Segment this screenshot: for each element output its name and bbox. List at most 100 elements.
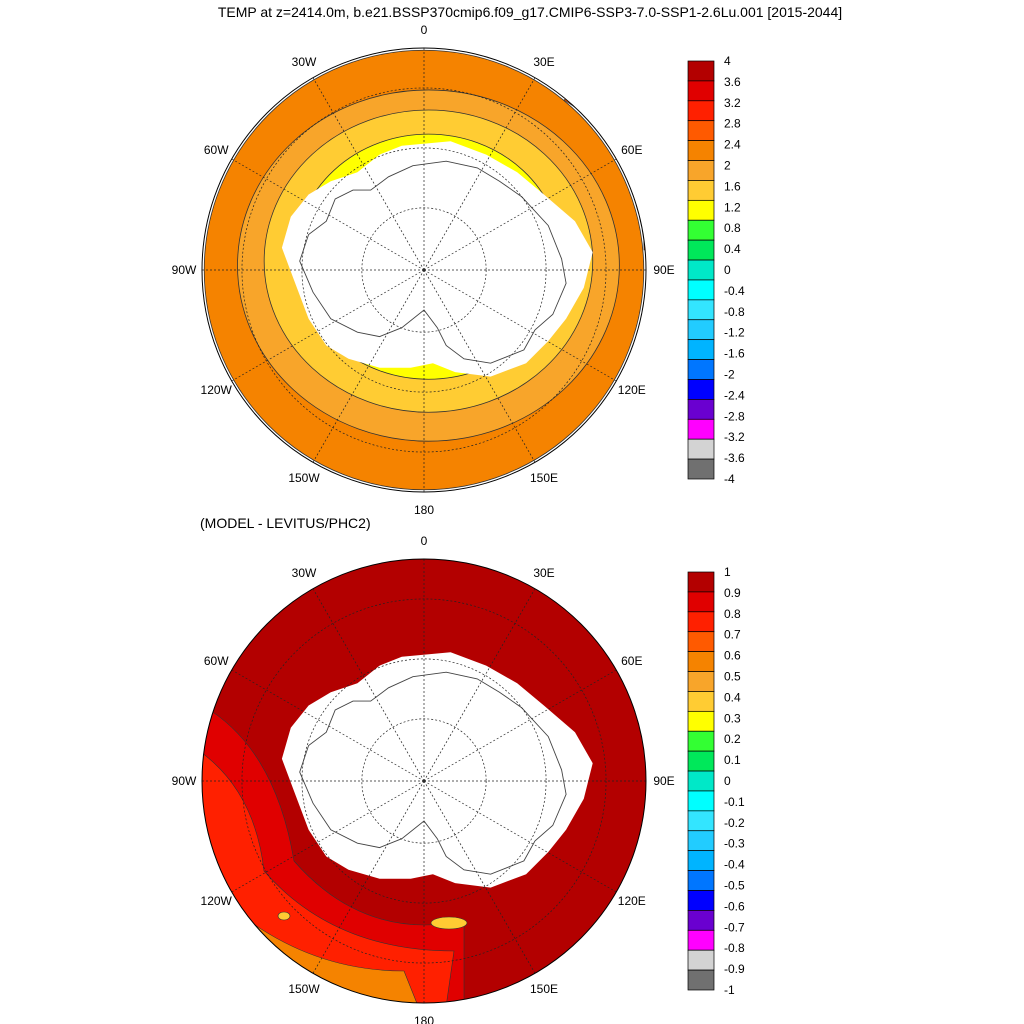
colorbar-swatch xyxy=(687,259,715,281)
colorbar-swatch xyxy=(687,299,715,321)
colorbar-tick-label: 0.8 xyxy=(724,607,741,621)
lon-label: 30E xyxy=(533,55,554,69)
colorbar-swatch xyxy=(687,219,715,241)
lon-label: 150W xyxy=(288,471,320,485)
colorbar-swatch xyxy=(687,279,715,301)
colorbar-swatch xyxy=(687,830,715,852)
colorbar-tick-label: -0.8 xyxy=(724,305,745,319)
ocean-field xyxy=(202,559,646,1003)
colorbar-swatch xyxy=(687,458,715,480)
colorbar-swatch xyxy=(687,591,715,613)
colorbar-swatch xyxy=(687,770,715,792)
colorbar-tick-label: 0.4 xyxy=(724,690,741,704)
colorbar-swatch xyxy=(687,850,715,871)
lon-label: 90E xyxy=(653,263,674,277)
colorbar-tick-label: 0.5 xyxy=(724,670,741,684)
colorbar-tick-label: -0.3 xyxy=(724,837,745,851)
colorbar-swatch xyxy=(687,399,715,420)
lon-label: 0 xyxy=(421,23,428,37)
colorbar-swatch xyxy=(687,671,715,692)
colorbar-swatch xyxy=(687,890,715,911)
graticule xyxy=(202,559,646,1003)
colorbar-tick-label: 3.2 xyxy=(724,96,741,110)
colorbar-swatch xyxy=(687,790,715,812)
colorbar-tick-label: 0.9 xyxy=(724,586,741,600)
colorbar-swatch xyxy=(687,750,715,772)
lon-label: 90W xyxy=(172,263,197,277)
lon-label: 120W xyxy=(201,383,233,397)
lon-label: 30E xyxy=(533,566,554,580)
antarctica-coastline xyxy=(299,671,567,875)
colorbar-tick-label: 0.1 xyxy=(724,753,741,767)
graticule xyxy=(202,48,646,492)
colorbar-tick-label: -2 xyxy=(724,368,735,382)
lon-label: 120W xyxy=(201,894,233,908)
colorbar-tick-label: -3.6 xyxy=(724,451,745,465)
colorbar-tick-label: 0 xyxy=(724,774,731,788)
colorbar-tick-label: -1.2 xyxy=(724,326,745,340)
colorbar-tick-label: 3.6 xyxy=(724,75,741,89)
lon-label: 120E xyxy=(618,894,646,908)
panel-2-colorbar: 1 0.9 0.8 0.7 0.6 0.5 0.4 0.3 0.2 0.1 0 -0.1 -0.2 -0.… xyxy=(687,565,745,997)
lon-label: 30W xyxy=(292,55,317,69)
colorbar-swatch xyxy=(687,631,715,652)
colorbar-tick-label: -0.4 xyxy=(724,858,745,872)
colorbar-tick-label: 0.8 xyxy=(724,221,741,235)
colorbar-tick-label: 1 xyxy=(724,565,731,579)
colorbar-tick-label: -0.1 xyxy=(724,795,745,809)
lon-label: 60E xyxy=(621,143,642,157)
contour-band xyxy=(430,916,468,930)
lon-label: 0 xyxy=(421,534,428,548)
colorbar-swatch xyxy=(687,611,715,633)
colorbar-tick-label: -1.6 xyxy=(724,347,745,361)
lon-label: 180 xyxy=(414,503,434,517)
colorbar-tick-label: -0.2 xyxy=(724,816,745,830)
colorbar-swatch xyxy=(687,319,715,341)
colorbar-tick-label: 0.6 xyxy=(724,649,741,663)
lon-label: 30W xyxy=(292,566,317,580)
antarctica-coastline xyxy=(299,160,567,364)
colorbar-tick-label: -0.9 xyxy=(724,962,745,976)
colorbar-tick-label: 2.4 xyxy=(724,138,741,152)
colorbar-swatch xyxy=(687,870,715,891)
colorbar-swatch xyxy=(687,710,715,732)
lon-label: 60E xyxy=(621,654,642,668)
colorbar-swatch xyxy=(687,180,715,201)
colorbar-tick-label: -0.5 xyxy=(724,879,745,893)
colorbar-tick-label: -0.8 xyxy=(724,941,745,955)
colorbar-swatch xyxy=(687,160,715,181)
panel-1-map: 0 30E 60E 90E 120E 150E 180 150W 120W 90W 60W 30W xyxy=(172,23,675,517)
colorbar-swatch xyxy=(687,60,715,82)
colorbar-tick-label: 0.7 xyxy=(724,628,741,642)
colorbar-swatch xyxy=(687,929,715,951)
colorbar-swatch xyxy=(687,100,715,122)
colorbar-swatch xyxy=(687,120,715,141)
colorbar-tick-label: -2.4 xyxy=(724,388,745,402)
colorbar-tick-label: -1 xyxy=(724,983,735,997)
colorbar-swatch xyxy=(687,418,715,440)
colorbar-swatch xyxy=(687,969,715,991)
lon-label: 180 xyxy=(414,1014,434,1024)
map-border xyxy=(201,558,647,1004)
lon-label: 60W xyxy=(204,143,229,157)
colorbar-tick-label: 0 xyxy=(724,263,731,277)
colorbar-tick-label: -4 xyxy=(724,472,735,486)
lon-label: 150E xyxy=(530,471,558,485)
colorbar-swatch xyxy=(687,359,715,380)
colorbar-tick-label: -2.8 xyxy=(724,409,745,423)
panel-2-map: 0 30E 60E 90E 120E 150E 180 150W 120W 90W 60W 30W xyxy=(172,534,675,1024)
lon-label: 120E xyxy=(618,383,646,397)
figure-title: TEMP at z=2414.0m, b.e21.BSSP370cmip6.f0… xyxy=(218,4,842,20)
colorbar-tick-label: 0.2 xyxy=(724,732,741,746)
colorbar-tick-label: 0.3 xyxy=(724,711,741,725)
map-border xyxy=(201,47,647,493)
colorbar-swatch xyxy=(687,810,715,832)
colorbar-swatch xyxy=(687,571,715,593)
lon-label: 60W xyxy=(204,654,229,668)
colorbar-swatch xyxy=(687,949,715,971)
colorbar-swatch xyxy=(687,80,715,102)
colorbar-tick-label: 1.6 xyxy=(724,179,741,193)
colorbar-swatch xyxy=(687,691,715,712)
colorbar-tick-label: 2.8 xyxy=(724,117,741,131)
